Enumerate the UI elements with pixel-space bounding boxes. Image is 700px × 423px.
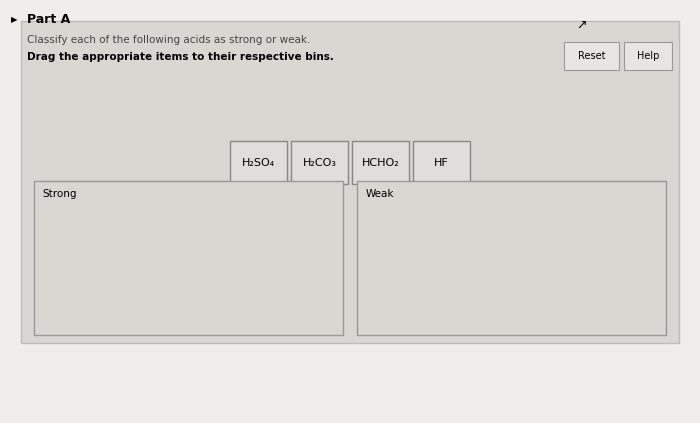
FancyBboxPatch shape (34, 181, 343, 335)
Text: Reset: Reset (578, 51, 606, 61)
Text: Help: Help (637, 51, 659, 61)
Text: Part A: Part A (27, 13, 70, 25)
Text: Weak: Weak (365, 189, 394, 199)
Text: HF: HF (434, 158, 449, 168)
FancyBboxPatch shape (230, 141, 288, 184)
FancyBboxPatch shape (21, 21, 679, 343)
Text: Drag the appropriate items to their respective bins.: Drag the appropriate items to their resp… (27, 52, 333, 62)
Text: Strong: Strong (42, 189, 76, 199)
FancyBboxPatch shape (352, 141, 409, 184)
Text: ↗: ↗ (575, 19, 587, 32)
FancyBboxPatch shape (357, 181, 666, 335)
Text: ▶: ▶ (10, 14, 17, 24)
FancyBboxPatch shape (291, 141, 349, 184)
Text: H₂SO₄: H₂SO₄ (242, 158, 275, 168)
FancyBboxPatch shape (413, 141, 470, 184)
Text: Classify each of the following acids as strong or weak.: Classify each of the following acids as … (27, 35, 310, 45)
FancyBboxPatch shape (564, 42, 619, 70)
Text: HCHO₂: HCHO₂ (362, 158, 399, 168)
FancyBboxPatch shape (624, 42, 672, 70)
Text: H₂CO₃: H₂CO₃ (302, 158, 337, 168)
